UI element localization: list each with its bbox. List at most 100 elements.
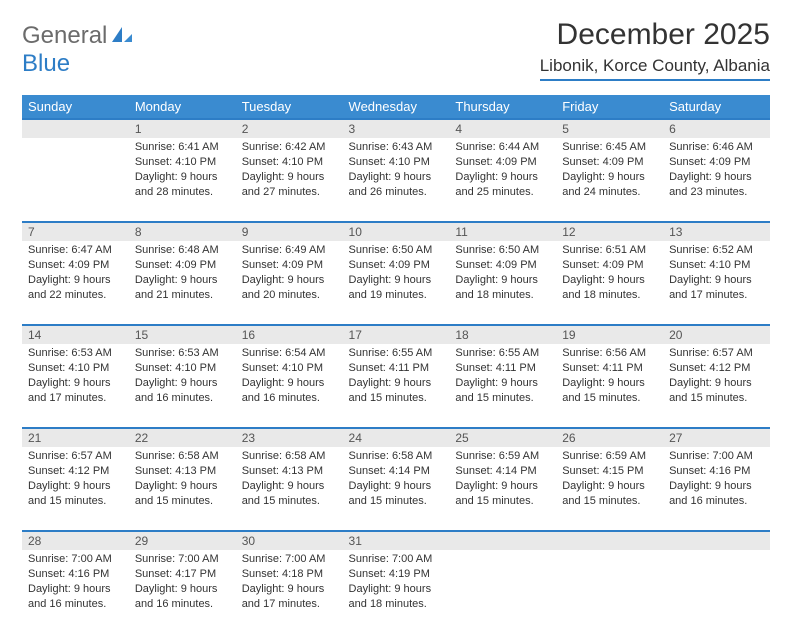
day-number: 20 [663, 325, 770, 344]
sunrise-line: Sunrise: 7:00 AM [349, 552, 444, 567]
day-cell-content: Sunrise: 6:53 AMSunset: 4:10 PMDaylight:… [129, 344, 236, 405]
daylight-line-2: and 20 minutes. [242, 288, 337, 303]
day-number: 15 [129, 325, 236, 344]
day-cell-content: Sunrise: 6:54 AMSunset: 4:10 PMDaylight:… [236, 344, 343, 405]
sunset-line: Sunset: 4:09 PM [28, 258, 123, 273]
daylight-line-2: and 15 minutes. [28, 494, 123, 509]
day-number: 24 [343, 428, 450, 447]
sunset-line: Sunset: 4:16 PM [28, 567, 123, 582]
daylight-line-1: Daylight: 9 hours [242, 273, 337, 288]
sunrise-line: Sunrise: 6:57 AM [28, 449, 123, 464]
day-cell-content: Sunrise: 6:46 AMSunset: 4:09 PMDaylight:… [663, 138, 770, 199]
day-cell-content: Sunrise: 6:44 AMSunset: 4:09 PMDaylight:… [449, 138, 556, 199]
sunset-line: Sunset: 4:09 PM [455, 155, 550, 170]
sunset-line: Sunset: 4:11 PM [349, 361, 444, 376]
day-cell: Sunrise: 6:53 AMSunset: 4:10 PMDaylight:… [129, 344, 236, 428]
sunrise-line: Sunrise: 6:56 AM [562, 346, 657, 361]
daylight-line-2: and 27 minutes. [242, 185, 337, 200]
day-cell: Sunrise: 7:00 AMSunset: 4:16 PMDaylight:… [22, 550, 129, 634]
daylight-line-1: Daylight: 9 hours [135, 170, 230, 185]
day-number: 31 [343, 531, 450, 550]
day-header: Wednesday [343, 95, 450, 119]
daylight-line-1: Daylight: 9 hours [562, 479, 657, 494]
daylight-line-2: and 15 minutes. [455, 391, 550, 406]
sunset-line: Sunset: 4:14 PM [455, 464, 550, 479]
daylight-line-2: and 15 minutes. [349, 391, 444, 406]
day-cell: Sunrise: 6:52 AMSunset: 4:10 PMDaylight:… [663, 241, 770, 325]
daylight-line-2: and 18 minutes. [455, 288, 550, 303]
sunrise-line: Sunrise: 7:00 AM [28, 552, 123, 567]
sunset-line: Sunset: 4:15 PM [562, 464, 657, 479]
day-cell: Sunrise: 6:44 AMSunset: 4:09 PMDaylight:… [449, 138, 556, 222]
sunrise-line: Sunrise: 6:58 AM [135, 449, 230, 464]
day-cell: Sunrise: 6:58 AMSunset: 4:14 PMDaylight:… [343, 447, 450, 531]
day-cell: Sunrise: 6:48 AMSunset: 4:09 PMDaylight:… [129, 241, 236, 325]
daylight-line-2: and 15 minutes. [349, 494, 444, 509]
day-cell-content: Sunrise: 6:48 AMSunset: 4:09 PMDaylight:… [129, 241, 236, 302]
week-row: Sunrise: 6:53 AMSunset: 4:10 PMDaylight:… [22, 344, 770, 428]
sunset-line: Sunset: 4:10 PM [669, 258, 764, 273]
sunrise-line: Sunrise: 6:57 AM [669, 346, 764, 361]
daylight-line-2: and 17 minutes. [28, 391, 123, 406]
day-cell-content: Sunrise: 6:57 AMSunset: 4:12 PMDaylight:… [663, 344, 770, 405]
sunset-line: Sunset: 4:13 PM [135, 464, 230, 479]
sunset-line: Sunset: 4:14 PM [349, 464, 444, 479]
day-cell-content: Sunrise: 7:00 AMSunset: 4:19 PMDaylight:… [343, 550, 450, 611]
daylight-line-1: Daylight: 9 hours [28, 273, 123, 288]
sunset-line: Sunset: 4:12 PM [669, 361, 764, 376]
sunrise-line: Sunrise: 6:43 AM [349, 140, 444, 155]
sunset-line: Sunset: 4:09 PM [669, 155, 764, 170]
sunset-line: Sunset: 4:09 PM [349, 258, 444, 273]
day-cell-content: Sunrise: 6:55 AMSunset: 4:11 PMDaylight:… [449, 344, 556, 405]
sunrise-line: Sunrise: 7:00 AM [242, 552, 337, 567]
daynum-row: 21222324252627 [22, 428, 770, 447]
day-number: 10 [343, 222, 450, 241]
day-number: 28 [22, 531, 129, 550]
day-cell: Sunrise: 6:54 AMSunset: 4:10 PMDaylight:… [236, 344, 343, 428]
daylight-line-2: and 16 minutes. [135, 391, 230, 406]
day-cell: Sunrise: 6:45 AMSunset: 4:09 PMDaylight:… [556, 138, 663, 222]
day-cell: Sunrise: 6:59 AMSunset: 4:14 PMDaylight:… [449, 447, 556, 531]
sunset-line: Sunset: 4:09 PM [242, 258, 337, 273]
daylight-line-2: and 15 minutes. [242, 494, 337, 509]
day-cell: Sunrise: 6:47 AMSunset: 4:09 PMDaylight:… [22, 241, 129, 325]
daylight-line-1: Daylight: 9 hours [135, 273, 230, 288]
day-cell: Sunrise: 6:49 AMSunset: 4:09 PMDaylight:… [236, 241, 343, 325]
day-cell: Sunrise: 6:42 AMSunset: 4:10 PMDaylight:… [236, 138, 343, 222]
day-number: 25 [449, 428, 556, 447]
sunset-line: Sunset: 4:10 PM [242, 361, 337, 376]
sunrise-line: Sunrise: 6:46 AM [669, 140, 764, 155]
day-number: 18 [449, 325, 556, 344]
sunset-line: Sunset: 4:13 PM [242, 464, 337, 479]
daylight-line-1: Daylight: 9 hours [349, 582, 444, 597]
day-cell: Sunrise: 6:57 AMSunset: 4:12 PMDaylight:… [22, 447, 129, 531]
daylight-line-1: Daylight: 9 hours [135, 582, 230, 597]
day-cell-content: Sunrise: 6:45 AMSunset: 4:09 PMDaylight:… [556, 138, 663, 199]
day-cell: Sunrise: 6:50 AMSunset: 4:09 PMDaylight:… [449, 241, 556, 325]
day-cell-content: Sunrise: 6:49 AMSunset: 4:09 PMDaylight:… [236, 241, 343, 302]
day-number: 26 [556, 428, 663, 447]
day-number: 22 [129, 428, 236, 447]
day-cell-content: Sunrise: 6:58 AMSunset: 4:13 PMDaylight:… [236, 447, 343, 508]
day-cell: Sunrise: 6:41 AMSunset: 4:10 PMDaylight:… [129, 138, 236, 222]
day-cell [449, 550, 556, 634]
daylight-line-2: and 16 minutes. [28, 597, 123, 612]
sunset-line: Sunset: 4:10 PM [242, 155, 337, 170]
day-header: Sunday [22, 95, 129, 119]
daylight-line-1: Daylight: 9 hours [242, 479, 337, 494]
day-cell: Sunrise: 6:55 AMSunset: 4:11 PMDaylight:… [343, 344, 450, 428]
calendar-header-row: Sunday Monday Tuesday Wednesday Thursday… [22, 95, 770, 119]
day-number: 2 [236, 119, 343, 138]
day-cell: Sunrise: 7:00 AMSunset: 4:18 PMDaylight:… [236, 550, 343, 634]
week-row: Sunrise: 6:47 AMSunset: 4:09 PMDaylight:… [22, 241, 770, 325]
daylight-line-2: and 17 minutes. [669, 288, 764, 303]
sunrise-line: Sunrise: 6:45 AM [562, 140, 657, 155]
day-cell-content: Sunrise: 7:00 AMSunset: 4:16 PMDaylight:… [663, 447, 770, 508]
day-number: 11 [449, 222, 556, 241]
day-number [22, 119, 129, 138]
daylight-line-2: and 15 minutes. [669, 391, 764, 406]
day-cell: Sunrise: 6:46 AMSunset: 4:09 PMDaylight:… [663, 138, 770, 222]
sunrise-line: Sunrise: 6:59 AM [455, 449, 550, 464]
sunset-line: Sunset: 4:12 PM [28, 464, 123, 479]
day-cell-content: Sunrise: 7:00 AMSunset: 4:17 PMDaylight:… [129, 550, 236, 611]
